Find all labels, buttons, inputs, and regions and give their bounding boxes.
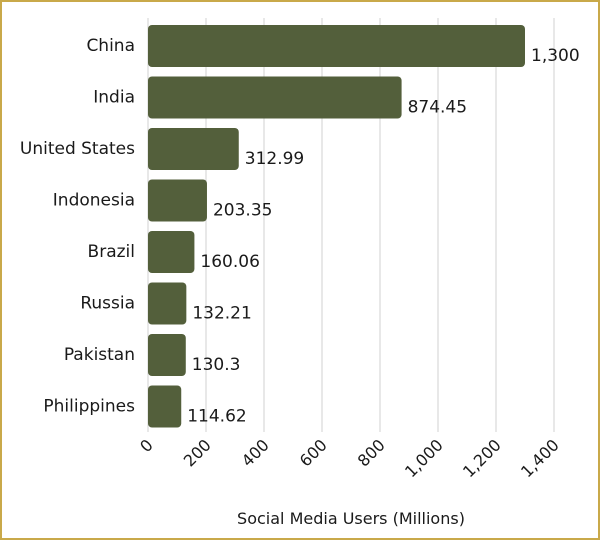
- bar-pakistan: [148, 334, 186, 376]
- x-tick-labels: 0 200 400 600 800 1,000 1,200 1,400: [136, 435, 563, 481]
- value-label: 130.3: [192, 355, 241, 375]
- category-label: India: [93, 88, 135, 108]
- value-label: 312.99: [245, 149, 304, 169]
- value-label: 203.35: [213, 201, 272, 221]
- x-axis-title: Social Media Users (Millions): [237, 509, 465, 528]
- bar-russia: [148, 282, 187, 325]
- value-label: 132.21: [192, 304, 251, 324]
- x-tick-label: 1,200: [459, 435, 505, 481]
- bar-india: [148, 76, 402, 119]
- x-tick-label: 800: [354, 435, 389, 470]
- x-tick-label: 200: [180, 435, 215, 470]
- value-label: 1,300: [531, 46, 580, 66]
- bar-philippines: [148, 385, 182, 428]
- bars: [148, 25, 525, 428]
- bar-united-states: [148, 128, 239, 170]
- bar-china: [148, 25, 525, 67]
- x-tick-label: 400: [238, 435, 273, 470]
- x-tick-label: 1,000: [401, 435, 447, 481]
- category-label: China: [86, 36, 135, 56]
- x-tick-label: 600: [296, 435, 331, 470]
- value-label: 874.45: [408, 98, 467, 118]
- value-labels: 1,300 874.45 312.99 203.35 160.06 132.21 130.3…: [187, 46, 579, 427]
- category-label: Indonesia: [53, 191, 135, 211]
- category-label: United States: [20, 139, 135, 159]
- bar-brazil: [148, 231, 195, 273]
- category-label: Brazil: [88, 242, 135, 262]
- bar-indonesia: [148, 179, 207, 222]
- category-label: Pakistan: [64, 345, 135, 365]
- x-tick-label: 0: [136, 435, 157, 456]
- category-labels: China India United States Indonesia Brazil Ru…: [20, 36, 135, 417]
- x-tick-label: 1,400: [517, 435, 563, 481]
- category-label: Russia: [80, 294, 135, 314]
- value-label: 114.62: [187, 407, 246, 427]
- category-label: Philippines: [43, 397, 135, 417]
- value-label: 160.06: [200, 252, 259, 272]
